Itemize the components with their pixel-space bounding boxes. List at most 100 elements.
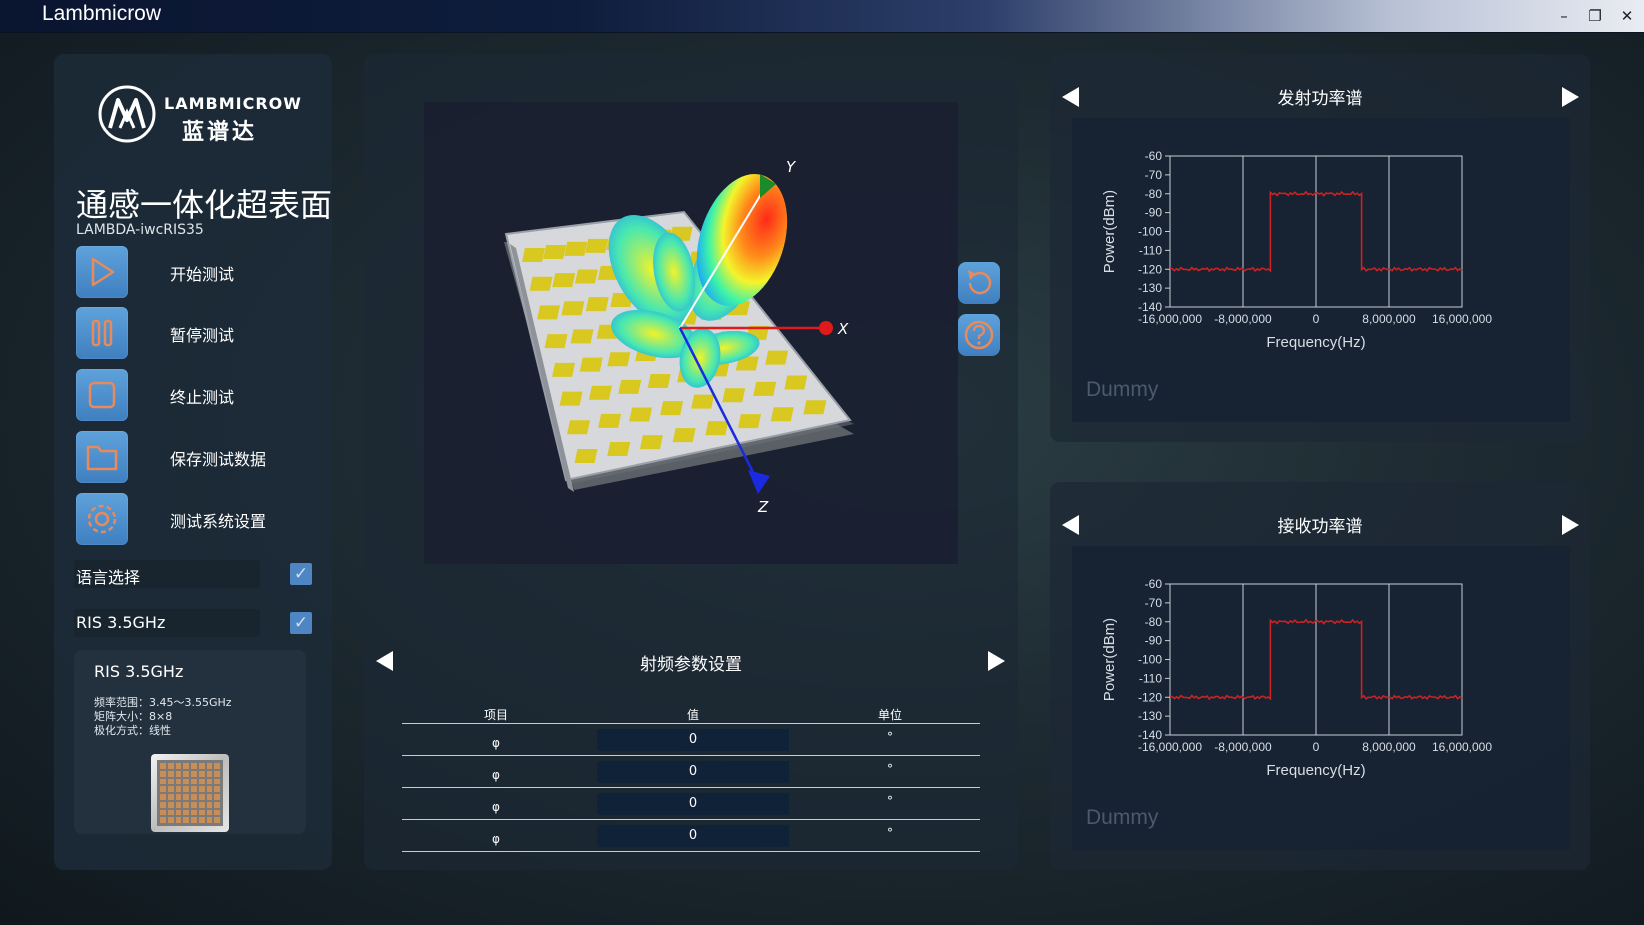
- x-tick-label: -8,000,000: [1214, 312, 1272, 326]
- rf-next-arrow-icon[interactable]: [988, 651, 1005, 671]
- ris-patch: [639, 435, 663, 450]
- rx-next-arrow-icon[interactable]: [1562, 515, 1579, 535]
- save-data-button[interactable]: 保存测试数据: [76, 431, 316, 483]
- restore-button[interactable]: ❐: [1588, 7, 1602, 25]
- y-tick-label: -60: [1145, 149, 1163, 163]
- chip-cell: [191, 801, 197, 808]
- language-field[interactable]: 语言选择: [74, 560, 260, 588]
- ris-patch: [585, 297, 609, 312]
- chip-cell: [167, 770, 174, 777]
- rx-prev-arrow-icon[interactable]: [1062, 515, 1079, 535]
- radiation-pattern-view[interactable]: Y X Z: [424, 102, 958, 564]
- x-tick-label: 8,000,000: [1362, 312, 1416, 326]
- ris-info-card: RIS 3.5GHz 频率范围：3.45～3.55GHz 矩阵大小：8×8 极化…: [74, 650, 306, 834]
- chip-cell: [214, 809, 220, 816]
- x-axis-label: X: [837, 320, 849, 338]
- minimize-button[interactable]: –: [1560, 7, 1568, 25]
- folder-icon: [76, 431, 128, 483]
- tx-prev-arrow-icon[interactable]: [1062, 87, 1079, 107]
- center-panel: Y X Z 射频参数设置 项目 值 单位 φ 0 °: [364, 54, 1018, 870]
- chip-cell: [191, 809, 197, 816]
- rx-chart-area: -16,000,000 -8,000,000 0 8,000,000 16,000,00…: [1072, 546, 1570, 850]
- ris-patch: [660, 401, 684, 416]
- ris-patch: [529, 276, 553, 291]
- z-axis-label: Z: [757, 498, 769, 516]
- param-name: φ: [492, 736, 500, 750]
- param-unit: °: [887, 762, 893, 776]
- chip-cell: [206, 809, 213, 816]
- chip-cell: [160, 778, 166, 785]
- close-button[interactable]: ✕: [1620, 7, 1634, 25]
- side-lobe: [679, 328, 721, 388]
- ris-patch: [722, 388, 746, 403]
- chip-cell: [167, 809, 174, 816]
- chip-cell: [183, 801, 189, 808]
- ris-patch: [574, 269, 598, 284]
- ris-patch: [567, 420, 591, 435]
- chip-cell: [214, 763, 220, 769]
- language-checkbox[interactable]: ✓: [290, 563, 312, 585]
- chip-cell: [198, 778, 205, 785]
- chip-cell: [198, 770, 205, 777]
- x-tick-label: -16,000,000: [1138, 312, 1202, 326]
- chip-cell: [191, 763, 197, 769]
- chip-cell: [191, 786, 197, 792]
- param-value-input[interactable]: 0: [597, 793, 789, 815]
- chip-cell: [160, 763, 166, 769]
- chip-cell: [191, 770, 197, 777]
- brand-name-en: LAMBMICROW: [164, 94, 302, 113]
- y-axis-label: Power(dBm): [1101, 618, 1118, 701]
- param-value-input[interactable]: 0: [597, 825, 789, 847]
- z-axis-arrow-icon: [748, 470, 770, 494]
- chip-cell: [167, 794, 174, 800]
- chip-cell: [183, 763, 189, 769]
- chip-cell: [198, 809, 205, 816]
- left-panel: LAMBMICROW 蓝谱达 通感一体化超表面 LAMBDA-iwcRIS35 …: [54, 54, 332, 870]
- ris-patch: [705, 421, 729, 436]
- chip-cell: [183, 817, 189, 823]
- param-value: 0: [688, 796, 698, 811]
- param-unit: °: [887, 826, 893, 840]
- pause-test-button[interactable]: 暂停测试: [76, 307, 316, 359]
- chip-cell: [206, 778, 213, 785]
- tx-next-arrow-icon[interactable]: [1562, 87, 1579, 107]
- ris-patch: [564, 241, 588, 256]
- stop-test-button[interactable]: 终止测试: [76, 369, 316, 421]
- param-value-input[interactable]: 0: [597, 761, 789, 783]
- chip-cell: [167, 763, 174, 769]
- ris-checkbox[interactable]: ✓: [290, 612, 312, 634]
- info-matrix-size: 矩阵大小：8×8: [94, 710, 173, 723]
- header-item: 项目: [483, 708, 508, 722]
- chip-cell: [198, 801, 205, 808]
- ris-patch: [735, 356, 759, 371]
- rf-params-header: 射频参数设置: [364, 644, 1018, 678]
- x-tick-label: -8,000,000: [1214, 740, 1272, 754]
- table-header: 项目 值 单位: [402, 702, 980, 724]
- ris-patch: [737, 414, 761, 429]
- rx-spectrum-panel: 接收功率谱 -16,000,000 -8,000,000 0 8,000,000 16,…: [1050, 482, 1590, 870]
- ris-field[interactable]: RIS 3.5GHz: [74, 609, 260, 637]
- x-tick-label: 0: [1313, 740, 1320, 754]
- x-axis-label: Frequency(Hz): [1266, 334, 1365, 351]
- chip-cell: [191, 817, 197, 823]
- start-test-button[interactable]: 开始测试: [76, 246, 316, 298]
- stop-icon: [76, 369, 128, 421]
- play-icon: [76, 246, 128, 298]
- y-tick-label: -100: [1138, 653, 1162, 667]
- reset-view-button[interactable]: [958, 262, 1000, 304]
- rf-prev-arrow-icon[interactable]: [376, 651, 393, 671]
- pause-test-label: 暂停测试: [170, 326, 235, 345]
- help-button[interactable]: [958, 314, 1000, 356]
- param-unit: °: [887, 730, 893, 744]
- ris-patch: [588, 385, 612, 400]
- system-settings-button[interactable]: 测试系统设置: [76, 493, 316, 545]
- ris-patch: [585, 238, 609, 253]
- y-tick-label: -140: [1138, 300, 1162, 314]
- rf-params-table: 项目 值 单位 φ 0 ° φ 0 ° φ 0 ° φ 0 °: [402, 702, 980, 852]
- ris-patch: [607, 442, 631, 457]
- param-value-input[interactable]: 0: [597, 729, 789, 751]
- chip-cell: [183, 794, 189, 800]
- x-tick-label: -16,000,000: [1138, 740, 1202, 754]
- ris-patch: [559, 391, 583, 406]
- chip-cell: [167, 817, 174, 823]
